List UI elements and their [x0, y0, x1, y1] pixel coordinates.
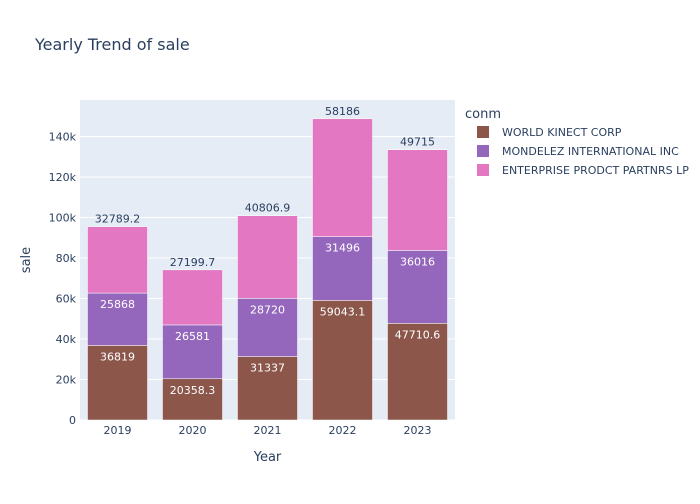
chart-title: Yearly Trend of sale: [34, 35, 190, 54]
data-label: 31337: [250, 362, 285, 375]
data-label: 58186: [325, 105, 360, 118]
bars-layer: [87, 118, 448, 421]
legend-swatch[interactable]: [477, 126, 489, 138]
x-tick-label: 2019: [104, 424, 132, 437]
x-tick-label: 2020: [179, 424, 207, 437]
data-label: 36016: [400, 255, 435, 268]
legend-swatch[interactable]: [477, 145, 489, 157]
legend-title: conm: [465, 107, 501, 122]
x-tick-label: 2023: [404, 424, 432, 437]
bar-enterprise-prodct-partnrs-lp-2019[interactable]: [87, 226, 148, 294]
data-label: 26581: [175, 330, 210, 343]
y-tick-label: 80k: [56, 252, 77, 265]
y-tick-label: 140k: [49, 130, 77, 143]
y-tick-label: 0: [69, 414, 76, 427]
bar-world-kinect-corp-2019[interactable]: [87, 345, 148, 421]
bar-world-kinect-corp-2022[interactable]: [312, 300, 373, 421]
y-axis-title: sale: [19, 247, 34, 273]
data-label: 20358.3: [170, 384, 216, 397]
legend-item-label[interactable]: WORLD KINECT CORP: [502, 126, 622, 139]
bar-world-kinect-corp-2023[interactable]: [387, 323, 448, 421]
bar-mondelez-international-inc-2022[interactable]: [312, 236, 373, 301]
bar-enterprise-prodct-partnrs-lp-2022[interactable]: [312, 118, 373, 237]
legend-swatch[interactable]: [477, 164, 489, 176]
y-tick-label: 100k: [49, 211, 77, 224]
data-label: 59043.1: [320, 305, 366, 318]
data-label: 31496: [325, 242, 360, 255]
data-label: 49715: [400, 136, 435, 149]
data-label: 27199.7: [170, 256, 216, 269]
bar-enterprise-prodct-partnrs-lp-2020[interactable]: [162, 269, 223, 326]
bar-mondelez-international-inc-2023[interactable]: [387, 250, 448, 324]
bar-mondelez-international-inc-2020[interactable]: [162, 324, 223, 380]
y-tick-label: 60k: [56, 292, 77, 305]
x-tick-label: 2021: [254, 424, 282, 437]
axis-layer: 0 20k 40k 60k 80k 100k 120k 140k 2019 2020 2021 202…: [49, 130, 432, 437]
y-tick-label: 20k: [56, 373, 77, 386]
data-label: 32789.2: [95, 213, 141, 226]
y-tick-label: 40k: [56, 333, 77, 346]
data-label: 36819: [100, 350, 135, 363]
bar-world-kinect-corp-2021[interactable]: [237, 356, 298, 421]
data-label: 25868: [100, 298, 135, 311]
legend[interactable]: conm WORLD KINECT CORP MONDELEZ INTERNATI…: [465, 107, 689, 177]
bar-enterprise-prodct-partnrs-lp-2021[interactable]: [237, 215, 298, 299]
bar-world-kinect-corp-2020[interactable]: [162, 378, 223, 421]
y-tick-label: 120k: [49, 171, 77, 184]
x-axis-title: Year: [253, 450, 282, 465]
bar-mondelez-international-inc-2021[interactable]: [237, 298, 298, 357]
data-label: 40806.9: [245, 202, 291, 215]
data-label: 47710.6: [395, 328, 441, 341]
bar-enterprise-prodct-partnrs-lp-2023[interactable]: [387, 149, 448, 251]
x-tick-label: 2022: [329, 424, 357, 437]
legend-item-label[interactable]: MONDELEZ INTERNATIONAL INC: [502, 145, 679, 158]
data-labels-layer: 36819 20358.3 31337 59043.1 47710.6 25868 2658…: [95, 105, 441, 397]
legend-item-label[interactable]: ENTERPRISE PRODCT PARTNRS LP: [502, 164, 689, 177]
data-label: 28720: [250, 303, 285, 316]
